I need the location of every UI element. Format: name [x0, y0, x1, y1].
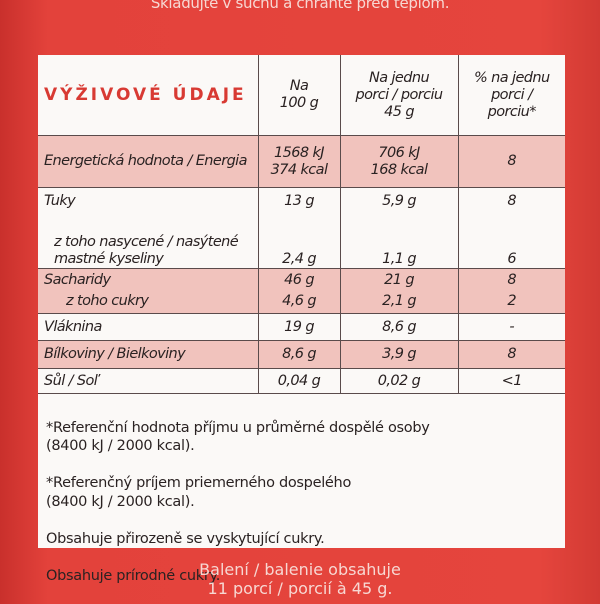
row-label: Energetická hodnota / Energia	[38, 135, 259, 188]
header-row: VÝŽIVOVÉ ÚDAJE Na 100 g Na jednu porci /…	[38, 55, 565, 136]
cell: 19 g	[257, 313, 341, 341]
cell: 2	[457, 292, 565, 314]
package-text: Balení / balenie obsahuje 11 porcí / por…	[199, 560, 401, 598]
cell: 8,6 g	[339, 313, 459, 341]
row-label: Sůl / Soľ	[38, 368, 259, 394]
cell: 6	[457, 213, 565, 269]
cell: 2,1 g	[339, 292, 459, 314]
table-row: Tuky 13 g 5,9 g 8	[38, 187, 565, 214]
footnote: Obsahuje přirozeně se vyskytující cukry.	[46, 530, 325, 547]
column-header: % na jednu porci / porciu*	[457, 55, 565, 136]
table-row: Bílkoviny / Bielkoviny 8,6 g 3,9 g 8	[38, 340, 565, 369]
cell: 8	[457, 268, 565, 293]
cell: <1	[457, 368, 565, 394]
row-label: z toho cukry	[38, 292, 259, 314]
table-row: z toho cukry 4,6 g 2,1 g 2	[38, 292, 565, 314]
cell: 4,6 g	[257, 292, 341, 314]
cell: 8	[457, 340, 565, 369]
row-label: Sacharidy	[38, 268, 259, 293]
row-label: Vláknina	[38, 313, 259, 341]
storage-text: Skladujte v suchu a chraňte před teplom.	[150, 0, 450, 12]
cell: 1568 kJ 374 kcal	[257, 135, 341, 188]
cell: 1,1 g	[339, 213, 459, 269]
cell: 8,6 g	[257, 340, 341, 369]
cell: -	[457, 313, 565, 341]
cell: 706 kJ 168 kcal	[339, 135, 459, 188]
row-label: Bílkoviny / Bielkoviny	[38, 340, 259, 369]
cell: 3,9 g	[339, 340, 459, 369]
footnote: *Referenčný príjem priemerného dospelého…	[46, 475, 352, 510]
footnote: Obsahuje prírodné cukry.	[46, 567, 221, 584]
cell: 46 g	[257, 268, 341, 293]
cell: 0,04 g	[257, 368, 341, 394]
table-title: VÝŽIVOVÉ ÚDAJE	[38, 55, 259, 136]
footnotes: *Referenční hodnota příjmu u průměrné do…	[46, 400, 561, 604]
cell: 8	[457, 135, 565, 188]
cell: 13 g	[257, 187, 341, 214]
footnote: *Referenční hodnota příjmu u průměrné do…	[46, 419, 430, 455]
table-row: Energetická hodnota / Energia 1568 kJ 37…	[38, 135, 565, 188]
row-label: z toho nasycené / nasýtené mastné kyseli…	[38, 213, 259, 269]
table-row: Sůl / Soľ 0,04 g 0,02 g <1	[38, 368, 565, 394]
row-label: Tuky	[38, 187, 259, 214]
table-row: z toho nasycené / nasýtené mastné kyseli…	[38, 213, 565, 269]
nutrition-card: VÝŽIVOVÉ ÚDAJE Na 100 g Na jednu porci /…	[38, 55, 565, 548]
table-row: Sacharidy 46 g 21 g 8	[38, 268, 565, 293]
nutrition-table: VÝŽIVOVÉ ÚDAJE Na 100 g Na jednu porci /…	[38, 55, 565, 394]
cell: 0,02 g	[339, 368, 459, 394]
column-header: Na jednu porci / porciu 45 g	[339, 55, 459, 136]
cell: 2,4 g	[257, 213, 341, 269]
cell: 21 g	[339, 268, 459, 293]
cell: 8	[457, 187, 565, 214]
cell: 5,9 g	[339, 187, 459, 214]
table-row: Vláknina 19 g 8,6 g -	[38, 313, 565, 341]
column-header: Na 100 g	[257, 55, 341, 136]
